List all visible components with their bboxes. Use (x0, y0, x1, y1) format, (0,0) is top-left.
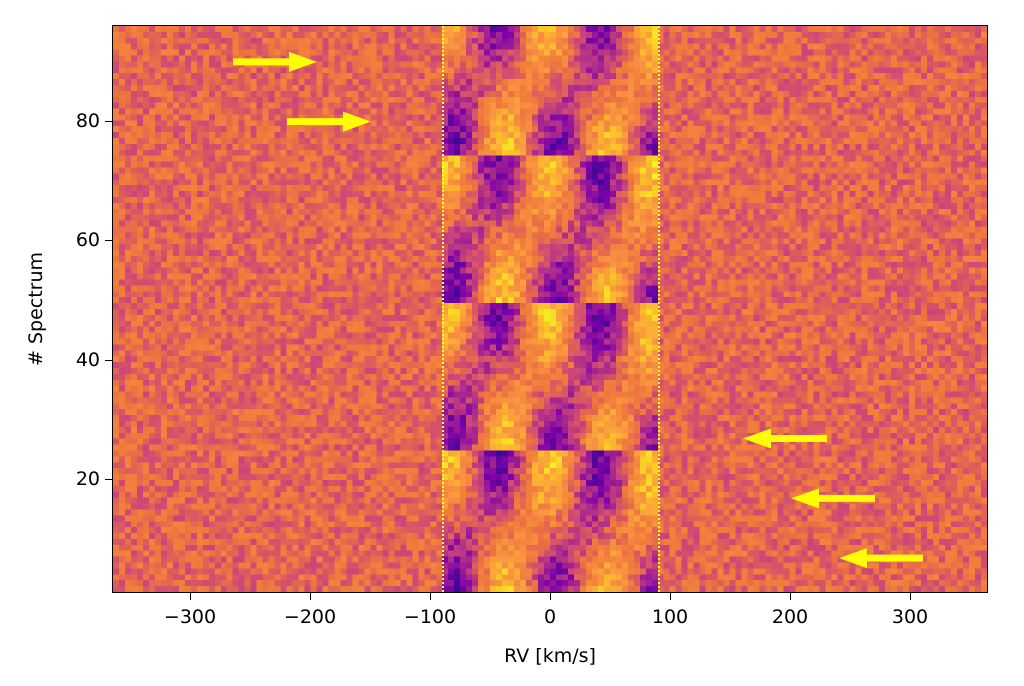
x-tick-mark (670, 593, 671, 600)
y-axis-title: # Spectrum (25, 251, 47, 367)
x-tick-label: −200 (283, 606, 337, 628)
arrow-left-icon (791, 488, 875, 509)
annotation-arrows (233, 51, 923, 569)
rv-boundary-line (658, 26, 660, 592)
x-tick-label: −100 (403, 606, 457, 628)
x-axis-title: RV [km/s] (504, 645, 596, 667)
y-tick-label: 60 (75, 229, 100, 252)
y-tick-label: 20 (75, 468, 100, 491)
y-tick-mark (105, 120, 112, 122)
heatmap-plot-area (112, 25, 988, 593)
x-tick-mark (550, 593, 551, 600)
x-tick-mark (310, 593, 311, 600)
rv-boundary-line (442, 26, 444, 592)
y-tick-label: 80 (75, 109, 100, 132)
x-tick-label: −300 (163, 606, 217, 628)
x-tick-mark (790, 593, 791, 600)
x-tick-mark (430, 593, 431, 600)
arrow-left-icon (743, 428, 827, 449)
arrow-right-icon (233, 51, 317, 72)
arrow-left-icon (839, 548, 923, 569)
x-tick-label: 300 (891, 606, 929, 628)
y-tick-mark (105, 359, 112, 361)
x-tick-label: 100 (651, 606, 689, 628)
y-tick-label: 40 (75, 348, 100, 371)
arrow-right-icon (287, 111, 371, 132)
y-tick-mark (105, 479, 112, 481)
x-tick-mark (190, 593, 191, 600)
x-tick-mark (910, 593, 911, 600)
y-tick-mark (105, 240, 112, 242)
x-tick-label: 0 (543, 606, 557, 628)
x-tick-label: 200 (771, 606, 809, 628)
